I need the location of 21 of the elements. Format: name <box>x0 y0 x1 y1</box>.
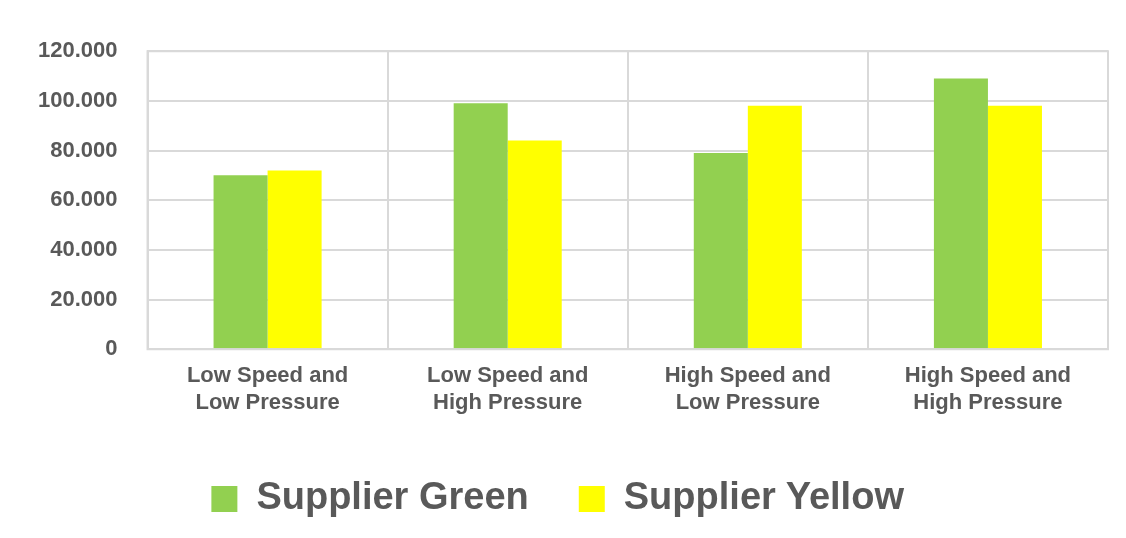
legend-label: Supplier Green <box>256 475 529 518</box>
y-tick-label: 100.000 <box>37 86 118 112</box>
bar <box>267 170 322 349</box>
x-tick-label: Low Speed and Low Pressure <box>186 362 349 414</box>
y-tick-label: 0 <box>105 335 118 361</box>
x-tick-label: High Speed and Low Pressure <box>664 362 831 414</box>
bar <box>507 140 562 349</box>
bar <box>747 105 802 349</box>
y-tick-label: 40.000 <box>50 235 118 261</box>
x-tick-label: Low Speed and High Pressure <box>427 362 589 414</box>
bar <box>933 78 988 349</box>
bar <box>987 105 1042 349</box>
x-tick-label: High Speed and High Pressure <box>904 362 1072 414</box>
y-tick-label: 120.000 <box>37 37 118 63</box>
y-tick-label: 20.000 <box>50 285 118 311</box>
y-tick-label: 60.000 <box>50 186 118 212</box>
bar <box>213 175 268 349</box>
bar <box>453 103 508 349</box>
legend-label: Supplier Yellow <box>623 475 905 518</box>
y-tick-label: 80.000 <box>50 136 118 162</box>
bar <box>693 153 748 349</box>
